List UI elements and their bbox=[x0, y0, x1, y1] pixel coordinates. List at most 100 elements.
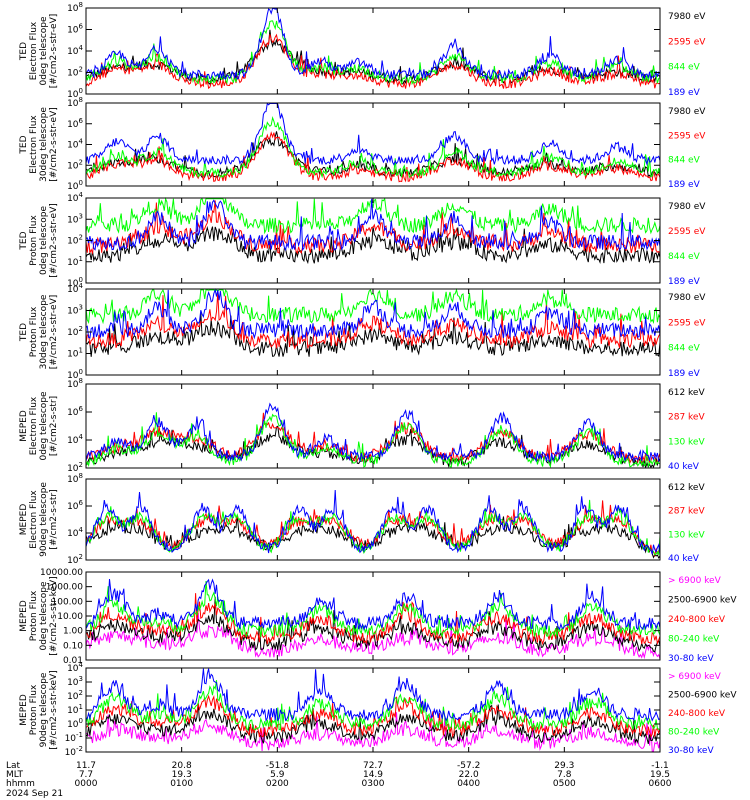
y-tick-label: 100 bbox=[67, 179, 83, 192]
time-tick-label: -51.8 bbox=[266, 761, 290, 771]
legend-entry: 189 eV bbox=[668, 88, 701, 98]
panel-1: TED Electron Flux 0deg telescope [#/cm2-s-s… bbox=[19, 7, 661, 95]
y-tick-label: 106 bbox=[67, 117, 83, 130]
y-tick-label: 10-2 bbox=[65, 745, 83, 758]
y-axis-label: MEPED Electron Flux 0deg telescope [#/cm2-s… bbox=[19, 391, 59, 461]
y-tick-label: 104 bbox=[67, 138, 83, 151]
legend-entry: 80-240 keV bbox=[668, 635, 720, 645]
series-line-3-3 bbox=[85, 196, 661, 235]
time-tick-label: 0100 bbox=[170, 779, 193, 789]
time-tick-label: -57.2 bbox=[457, 761, 480, 771]
y-axis-label-line: MEPED bbox=[19, 600, 29, 632]
y-axis-label-line: 0deg telescope bbox=[39, 581, 49, 651]
series-line-4-1 bbox=[85, 312, 661, 358]
time-tick-label: 0200 bbox=[266, 779, 289, 789]
y-tick-label: 100 bbox=[67, 717, 83, 730]
y-axis-label-line: 30deg telescope bbox=[39, 294, 49, 369]
date-label: 2024 Sep 21 bbox=[6, 789, 63, 799]
y-tick-label: 0.01 bbox=[63, 656, 83, 666]
time-row-label: Lat bbox=[6, 761, 21, 771]
y-tick-label: 100 bbox=[67, 87, 83, 100]
y-tick-label: 102 bbox=[67, 325, 83, 338]
legend-entry: 30-80 keV bbox=[668, 654, 714, 664]
y-axis-label: MEPED Proton Flux 90deg telescope [#/cm2-s-… bbox=[19, 670, 59, 749]
time-tick-label: 0300 bbox=[362, 779, 385, 789]
time-tick-label: 22.0 bbox=[459, 770, 479, 780]
time-tick-label: 0500 bbox=[553, 779, 576, 789]
series-line-2-2 bbox=[85, 131, 661, 183]
panel-frame bbox=[85, 478, 661, 561]
y-tick-label: 100 bbox=[67, 276, 83, 289]
time-tick-label: 0000 bbox=[75, 779, 98, 789]
y-tick-label: 103 bbox=[67, 212, 83, 225]
legend-entry: 844 eV bbox=[668, 156, 701, 166]
time-tick-label: 5.9 bbox=[270, 770, 285, 780]
legend-entry: 130 keV bbox=[668, 437, 705, 447]
y-axis-label-line: [#/cm2-s-str-keV] bbox=[49, 576, 59, 655]
legend-entry: 189 eV bbox=[668, 369, 701, 379]
legend-entry: 2595 eV bbox=[668, 131, 706, 141]
panel-5: MEPED Electron Flux 0deg telescope [#/cm2-s… bbox=[19, 383, 661, 469]
y-axis-label-line: [#/cm2-s-str-eV] bbox=[49, 203, 59, 278]
panel-frame bbox=[85, 571, 661, 661]
legend-entry: 2500-6900 keV bbox=[668, 596, 737, 606]
legend-entry: > 6900 keV bbox=[668, 672, 722, 682]
y-axis-label-line: [#/cm2-s-str] bbox=[49, 396, 59, 456]
legend-entry: 287 keV bbox=[668, 413, 705, 423]
legend-entry: > 6900 keV bbox=[668, 576, 722, 586]
y-tick-label: 102 bbox=[67, 234, 83, 247]
legend-entry: 130 keV bbox=[668, 530, 705, 540]
time-tick-label: 0600 bbox=[649, 779, 672, 789]
y-tick-label: 102 bbox=[67, 461, 83, 474]
series-line-5-4 bbox=[85, 402, 661, 463]
time-row-label: hhmm bbox=[6, 779, 35, 789]
legend-entry: 2595 eV bbox=[668, 318, 706, 328]
series-line-5-3 bbox=[85, 412, 661, 469]
legend-entry: 844 eV bbox=[668, 344, 701, 354]
y-tick-label: 106 bbox=[67, 23, 83, 36]
legend-entry: 2500-6900 keV bbox=[668, 691, 737, 701]
y-axis-label-line: Proton Flux bbox=[29, 306, 39, 357]
legend-entry: 30-80 keV bbox=[668, 746, 714, 756]
series-line-7-4 bbox=[85, 580, 661, 639]
legend-entry: 80-240 keV bbox=[668, 728, 720, 738]
legend-entry: 2595 eV bbox=[668, 37, 706, 47]
y-axis-label-line: Proton Flux bbox=[29, 590, 39, 641]
y-tick-label: 104 bbox=[67, 282, 83, 295]
legend-entry: 189 eV bbox=[668, 180, 701, 190]
time-tick-label: 19.3 bbox=[172, 770, 192, 780]
y-axis-label: TED Electron Flux 0deg telescope [#/cm2-s-s… bbox=[19, 14, 59, 89]
y-axis-label-line: MEPED bbox=[19, 694, 29, 726]
y-axis-label-line: 0deg telescope bbox=[39, 206, 49, 276]
y-axis-label-line: Electron Flux bbox=[29, 490, 39, 549]
series-line-8-4 bbox=[85, 680, 661, 731]
y-tick-label: 1.00 bbox=[63, 627, 83, 637]
y-tick-label: 104 bbox=[67, 661, 83, 674]
legend-entry: 240-800 keV bbox=[668, 615, 726, 625]
y-axis-label-line: TED bbox=[19, 42, 29, 61]
y-tick-label: 10-1 bbox=[65, 731, 83, 744]
time-tick-label: 72.7 bbox=[363, 761, 383, 771]
y-axis-label-line: Electron Flux bbox=[29, 115, 39, 174]
time-tick-label: 0400 bbox=[457, 779, 480, 789]
series-line-7-3 bbox=[85, 593, 661, 646]
series-line-7-5 bbox=[85, 578, 661, 632]
series-line-6-2 bbox=[85, 500, 661, 558]
series-line-7-1 bbox=[85, 612, 661, 660]
time-tick-label: 14.9 bbox=[363, 770, 383, 780]
series-line-5-2 bbox=[85, 412, 661, 464]
y-tick-label: 1000.00 bbox=[46, 583, 83, 593]
y-axis-label-line: [#/cm2-s-str-eV] bbox=[49, 295, 59, 370]
y-tick-label: 104 bbox=[67, 433, 83, 446]
legend-entry: 844 eV bbox=[668, 63, 701, 73]
series-line-1-2 bbox=[85, 33, 661, 90]
y-tick-label: 100 bbox=[67, 368, 83, 381]
y-tick-label: 103 bbox=[67, 675, 83, 688]
y-axis-label: TED Proton Flux 0deg telescope [#/cm2-s-str… bbox=[19, 203, 59, 278]
y-tick-label: 103 bbox=[67, 304, 83, 317]
series-line-4-4 bbox=[85, 288, 661, 340]
series-line-8-3 bbox=[85, 694, 661, 738]
y-axis-label-line: MEPED bbox=[19, 504, 29, 536]
legend-entry: 844 eV bbox=[668, 252, 701, 262]
legend-entry: 7980 eV bbox=[668, 202, 706, 212]
